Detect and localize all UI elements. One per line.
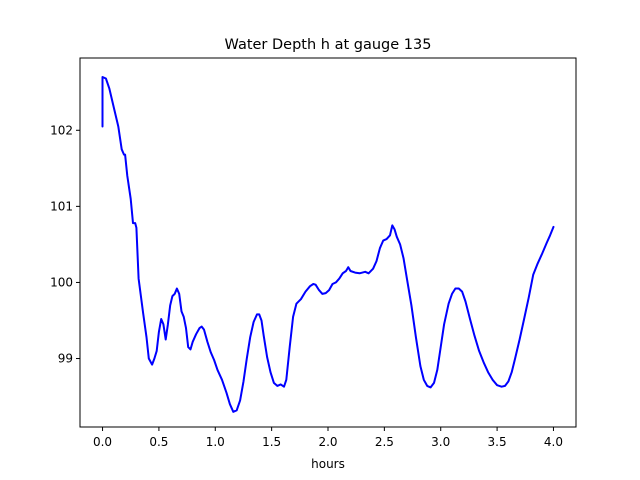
- y-tick-label: 99: [58, 352, 73, 366]
- x-tick-label: 2.0: [318, 435, 337, 449]
- y-tick-label: 100: [50, 275, 73, 289]
- y-axis: 99 100 101 102: [50, 123, 80, 366]
- x-axis: 0.0 0.5 1.0 1.5 2.0 2.5 3.0 3.5 4.0: [93, 427, 563, 449]
- y-tick-label: 101: [50, 199, 73, 213]
- x-tick-label: 3.0: [431, 435, 450, 449]
- x-axis-label: hours: [311, 457, 345, 471]
- x-tick-label: 0.5: [149, 435, 168, 449]
- chart-title: Water Depth h at gauge 135: [225, 37, 432, 53]
- x-tick-label: 4.0: [544, 435, 563, 449]
- y-tick-label: 102: [50, 123, 73, 137]
- x-tick-label: 3.5: [488, 435, 507, 449]
- x-tick-label: 1.5: [262, 435, 281, 449]
- x-tick-label: 1.0: [206, 435, 225, 449]
- series-line: [101, 76, 555, 413]
- x-tick-label: 0.0: [93, 435, 112, 449]
- x-tick-label: 2.5: [375, 435, 394, 449]
